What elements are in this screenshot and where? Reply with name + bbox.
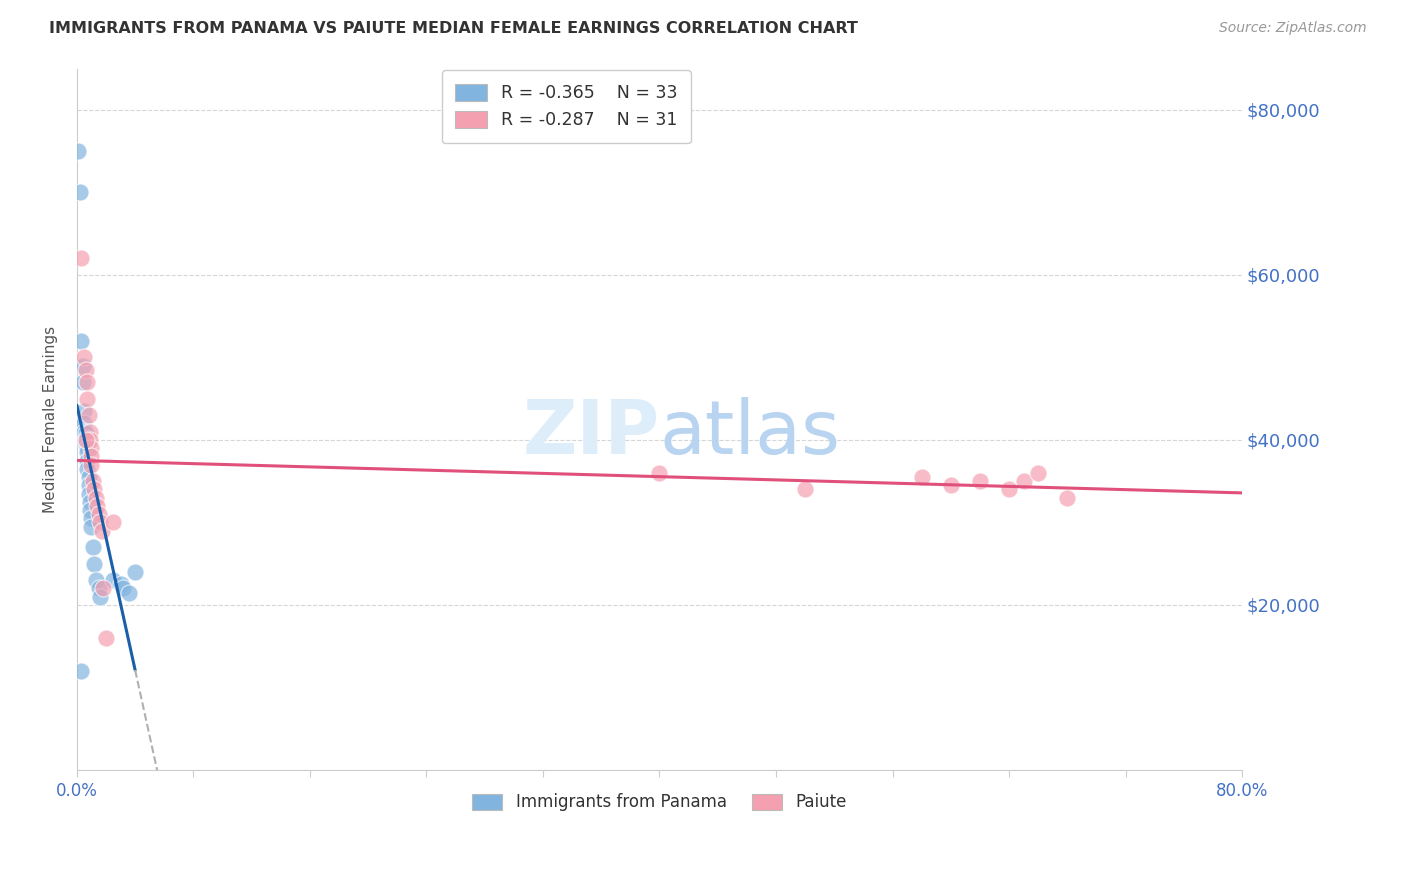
Point: [73, 351, 96, 365]
Point: [82, 474, 104, 488]
Point: [80, 458, 103, 472]
Point: [75, 433, 97, 447]
Point: [91, 582, 114, 596]
Point: [76, 445, 98, 459]
Point: [83, 557, 105, 571]
Point: [87, 582, 110, 596]
Point: [118, 585, 141, 599]
Point: [79, 425, 101, 439]
Point: [80, 511, 103, 525]
Point: [76, 462, 98, 476]
Point: [70, 334, 93, 348]
Point: [89, 590, 111, 604]
Point: [73, 425, 96, 439]
Point: [76, 375, 98, 389]
Point: [103, 516, 125, 530]
Point: [77, 478, 100, 492]
Point: [94, 631, 117, 645]
Point: [77, 486, 100, 500]
Point: [89, 516, 111, 530]
Text: IMMIGRANTS FROM PANAMA VS PAIUTE MEDIAN FEMALE EARNINGS CORRELATION CHART: IMMIGRANTS FROM PANAMA VS PAIUTE MEDIAN …: [49, 21, 858, 36]
Point: [84, 491, 107, 505]
Point: [72, 375, 94, 389]
Point: [80, 519, 103, 533]
Point: [77, 408, 100, 422]
Text: atlas: atlas: [659, 397, 841, 470]
Point: [79, 433, 101, 447]
Point: [73, 404, 96, 418]
Point: [79, 495, 101, 509]
Point: [794, 483, 817, 497]
Point: [80, 450, 103, 464]
Point: [90, 524, 112, 538]
Point: [1012, 474, 1035, 488]
Point: [76, 441, 98, 455]
Point: [75, 363, 97, 377]
Point: [80, 441, 103, 455]
Point: [76, 453, 98, 467]
Point: [103, 573, 125, 587]
Point: [75, 437, 97, 451]
Point: [648, 466, 671, 480]
Point: [75, 426, 97, 441]
Point: [77, 470, 100, 484]
Point: [84, 573, 107, 587]
Text: Source: ZipAtlas.com: Source: ZipAtlas.com: [1219, 21, 1367, 35]
Point: [87, 507, 110, 521]
Point: [73, 417, 96, 431]
Text: ZIP: ZIP: [522, 397, 659, 470]
Point: [75, 431, 97, 445]
Point: [70, 252, 93, 266]
Point: [1026, 466, 1049, 480]
Point: [969, 474, 991, 488]
Point: [112, 582, 135, 596]
Point: [79, 503, 101, 517]
Point: [939, 478, 962, 492]
Point: [110, 577, 132, 591]
Point: [70, 664, 93, 678]
Point: [67, 144, 90, 158]
Legend: Immigrants from Panama, Paiute: Immigrants from Panama, Paiute: [460, 780, 860, 825]
Point: [911, 470, 934, 484]
Point: [76, 392, 98, 406]
Point: [69, 186, 91, 200]
Point: [86, 499, 108, 513]
Point: [1056, 491, 1078, 505]
Y-axis label: Median Female Earnings: Median Female Earnings: [44, 326, 58, 513]
Point: [83, 483, 105, 497]
Point: [124, 565, 146, 579]
Point: [82, 540, 104, 554]
Point: [998, 483, 1021, 497]
Point: [72, 359, 94, 373]
